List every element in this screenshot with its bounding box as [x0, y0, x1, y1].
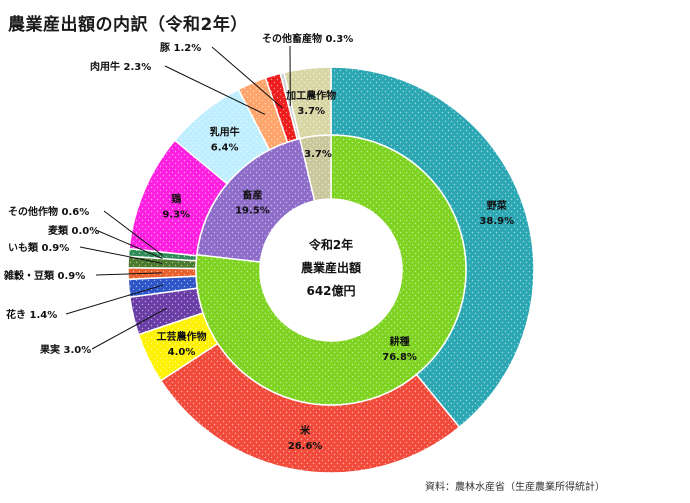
- center-year: 令和2年: [308, 237, 353, 252]
- leader-slice: [103, 210, 163, 256]
- outer-label-slice: 野菜 38.9%: [479, 199, 514, 227]
- outer-label-slice: 鶏 9.3%: [162, 193, 190, 221]
- outer-label-slice: いも類 0.9%: [8, 241, 69, 254]
- outer-label-slice: 果実 3.0%: [39, 343, 91, 356]
- inner-label-slice: 畜産 19.5%: [235, 188, 270, 216]
- donut-hole: [260, 199, 402, 341]
- outer-label-slice: 花き 1.4%: [6, 308, 57, 321]
- slice-labels: 耕種 76.8% 畜産 19.5% 3.7% 野菜 38.9% 米 26.6% 工芸農作物 4.0%…: [3, 32, 514, 452]
- source-note: 資料：農林水産省（生産農業所得統計）: [425, 482, 605, 493]
- outer-label-slice: 肉用牛 2.3%: [90, 60, 151, 73]
- chart-title: 農業産出額の内訳（令和2年）: [8, 15, 248, 35]
- leader-slice: [65, 284, 163, 315]
- outer-label-slice: 乳用牛 6.4%: [210, 125, 240, 153]
- leader-lines: [65, 45, 291, 350]
- leader-slice: [211, 46, 283, 109]
- inner-label-slice: 耕種 76.8%: [382, 335, 417, 363]
- leader-slice: [95, 229, 163, 259]
- outer-label-slice: 工芸農作物 4.0%: [157, 330, 207, 358]
- center-total: 642億円: [306, 283, 355, 298]
- outer-label-slice: 豚 1.2%: [160, 42, 201, 54]
- leader-slice: [95, 272, 163, 276]
- inner-label-slice: 3.7%: [304, 149, 332, 160]
- leader-slice: [79, 246, 163, 264]
- center-caption: 農業産出額: [301, 260, 361, 275]
- outer-label-slice: 麦類 0.0%: [48, 224, 99, 237]
- outer-label-slice: 米 26.6%: [288, 424, 323, 452]
- leader-slice: [164, 65, 266, 115]
- outer-label-slice: その他作物 0.6%: [8, 205, 89, 218]
- outer-label-slice: その他畜産物 0.3%: [262, 32, 353, 45]
- outer-label-slice: 加工農作物 3.7%: [285, 89, 336, 117]
- leader-slice: [91, 307, 167, 350]
- outer-label-slice: 雑穀・豆類 0.9%: [3, 269, 85, 282]
